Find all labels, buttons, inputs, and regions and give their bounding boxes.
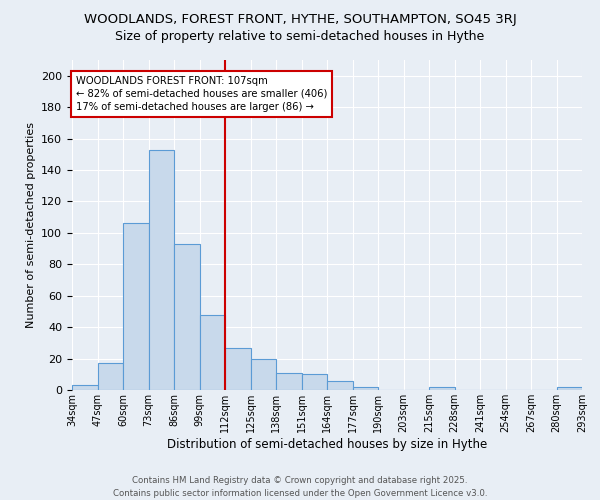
Bar [557,387,582,390]
Text: WOODLANDS, FOREST FRONT, HYTHE, SOUTHAMPTON, SO45 3RJ: WOODLANDS, FOREST FRONT, HYTHE, SOUTHAMP… [83,12,517,26]
Bar [149,150,174,390]
Bar [97,364,123,390]
Bar [72,386,97,390]
Bar [353,387,378,390]
Bar [276,372,302,390]
Bar [225,348,251,390]
Bar [302,374,327,390]
Bar [123,224,149,390]
Text: Size of property relative to semi-detached houses in Hythe: Size of property relative to semi-detach… [115,30,485,43]
Bar [199,314,225,390]
X-axis label: Distribution of semi-detached houses by size in Hythe: Distribution of semi-detached houses by … [167,438,487,450]
Y-axis label: Number of semi-detached properties: Number of semi-detached properties [26,122,35,328]
Bar [429,387,455,390]
Bar [174,244,199,390]
Text: WOODLANDS FOREST FRONT: 107sqm
← 82% of semi-detached houses are smaller (406)
1: WOODLANDS FOREST FRONT: 107sqm ← 82% of … [76,76,327,112]
Text: Contains HM Land Registry data © Crown copyright and database right 2025.
Contai: Contains HM Land Registry data © Crown c… [113,476,487,498]
Bar [327,380,353,390]
Bar [251,358,276,390]
